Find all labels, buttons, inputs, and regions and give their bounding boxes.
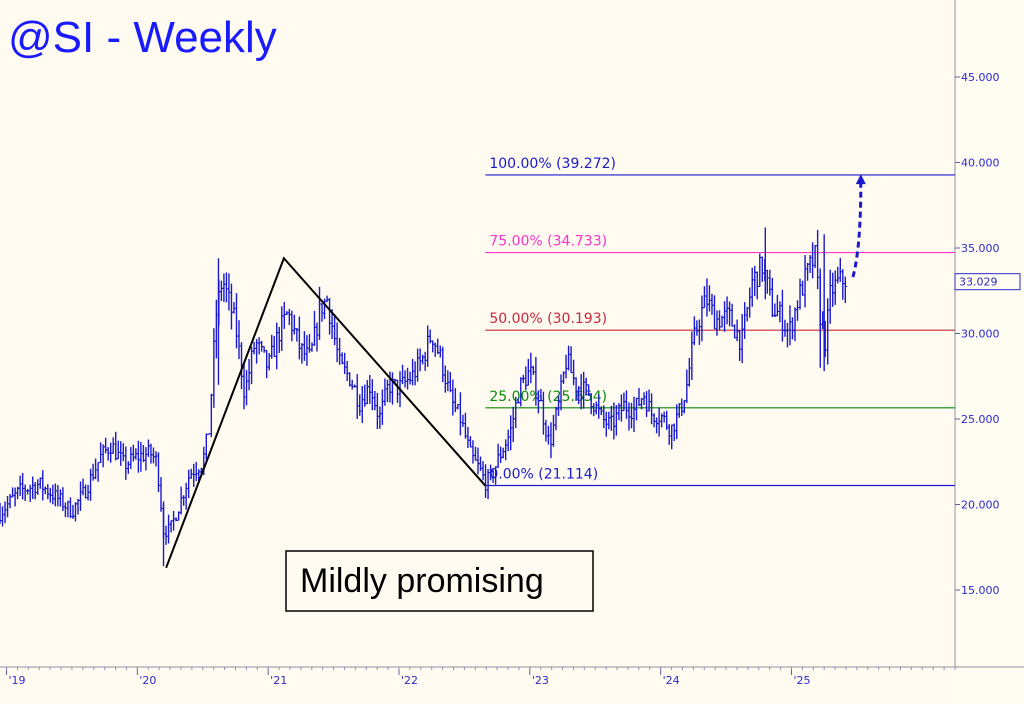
projection-arrow <box>851 174 866 278</box>
last-price-marker: 33.029 <box>954 273 1021 291</box>
y-tick-label: 25.000 <box>961 413 1000 426</box>
x-axis-ticks: '19 '20 '21 '22 '23 '24 '25 <box>6 667 956 687</box>
last-price-label: 33.029 <box>959 276 998 289</box>
fib-level-label: 75.00% (34.733) <box>489 234 607 250</box>
y-axis-ticks: 45.000 40.000 35.000 30.000 25.000 20.000 15.0… <box>955 71 1000 597</box>
annotation-frame <box>285 550 594 612</box>
y-tick-label: 15.000 <box>961 584 1000 597</box>
y-tick-label: 45.000 <box>961 71 1000 84</box>
y-tick-label: 30.000 <box>961 328 1000 341</box>
fib-level-label: 100.00% (39.272) <box>489 156 616 172</box>
y-axis-panel <box>955 0 1024 704</box>
projection-arrowhead <box>855 174 866 185</box>
abc-pattern-line <box>165 256 487 569</box>
fib-level-label: 50.00% (30.193) <box>489 311 607 327</box>
fibonacci-levels: 100.00% (39.272) 75.00% (34.733) 50.00% (3… <box>485 156 955 487</box>
y-tick-label: 35.000 <box>961 242 1000 255</box>
x-tick-label: '19 <box>9 674 26 687</box>
y-tick-label: 20.000 <box>961 499 1000 512</box>
x-tick-label: '22 <box>401 674 418 687</box>
annotation-box: Mildly promising <box>285 550 594 612</box>
y-tick-label: 40.000 <box>961 156 1000 169</box>
last-price-box <box>954 273 1021 291</box>
fib-level-label: 25.00% (25.654) <box>489 389 607 405</box>
fib-level-label: 0.00% (21.114) <box>489 466 598 482</box>
chart-title: @SI - Weekly <box>8 13 277 62</box>
x-tick-label: '24 <box>663 674 680 687</box>
x-tick-label: '25 <box>793 674 810 687</box>
price-bars <box>0 227 848 567</box>
abc-pattern <box>165 256 487 569</box>
x-tick-label: '21 <box>270 674 287 687</box>
x-tick-label: '20 <box>139 674 156 687</box>
projection-line <box>851 182 863 278</box>
annotation-text: Mildly promising <box>300 562 544 600</box>
x-tick-label: '23 <box>532 674 549 687</box>
